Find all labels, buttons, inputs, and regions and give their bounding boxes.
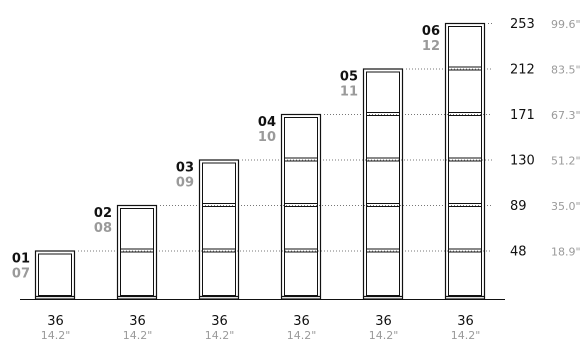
unit-06-shelf — [448, 248, 482, 253]
unit-04-frame — [280, 113, 322, 300]
width-label-in: 14.2" — [287, 329, 317, 342]
unit-06-shelf — [448, 66, 482, 71]
unit-01-inner — [38, 253, 72, 296]
unit-05-shelf — [366, 112, 400, 116]
height-label-cm: 130 — [510, 154, 535, 169]
width-label-cm: 36 — [47, 314, 64, 329]
width-label-cm: 36 — [293, 314, 310, 329]
unit-05-shelf — [366, 248, 400, 253]
height-label-in: 67.3" — [551, 109, 581, 122]
height-label-in: 51.2" — [551, 155, 581, 168]
unit-03-shelf — [202, 248, 236, 253]
unit-02-alt-code: 08 — [94, 221, 112, 236]
unit-05-inner — [366, 71, 400, 296]
width-label-in: 14.2" — [41, 329, 71, 342]
width-label-cm: 36 — [129, 314, 146, 329]
unit-02-frame — [116, 204, 158, 300]
width-label-in: 14.2" — [369, 329, 399, 342]
width-label-cm: 36 — [211, 314, 228, 329]
unit-01-alt-code: 07 — [12, 267, 30, 282]
width-label-in: 14.2" — [451, 329, 481, 342]
unit-05-frame — [362, 68, 404, 300]
unit-03-frame — [198, 159, 240, 300]
unit-04-shelf — [284, 248, 318, 253]
height-label-in: 83.5" — [551, 64, 581, 77]
height-label-cm: 171 — [510, 108, 535, 123]
width-label-in: 14.2" — [205, 329, 235, 342]
unit-04-alt-code: 10 — [258, 130, 276, 145]
unit-05-alt-code: 11 — [340, 85, 358, 100]
unit-06-alt-code: 12 — [422, 39, 440, 54]
height-label-in: 18.9" — [551, 246, 581, 259]
height-label-cm: 89 — [510, 199, 527, 214]
unit-04-code: 04 — [258, 115, 276, 130]
width-label-cm: 36 — [375, 314, 392, 329]
unit-03-alt-code: 09 — [176, 176, 194, 191]
unit-03-shelf — [202, 203, 236, 207]
unit-06-shelf — [448, 203, 482, 207]
unit-02-shelf — [120, 248, 154, 253]
unit-06-frame — [444, 22, 486, 300]
height-label-in: 35.0" — [551, 200, 581, 213]
unit-02-code: 02 — [94, 206, 112, 221]
unit-05-code: 05 — [340, 70, 358, 85]
unit-03-code: 03 — [176, 161, 194, 176]
unit-04-shelf — [284, 157, 318, 162]
unit-01-code: 01 — [12, 252, 30, 267]
unit-06-shelf — [448, 157, 482, 162]
unit-05-shelf — [366, 203, 400, 207]
unit-06-code: 06 — [422, 24, 440, 39]
unit-06-shelf — [448, 112, 482, 116]
width-label-cm: 36 — [457, 314, 474, 329]
unit-03-inner — [202, 162, 236, 296]
width-label-in: 14.2" — [123, 329, 153, 342]
height-label-in: 99.6" — [551, 18, 581, 31]
unit-05-shelf — [366, 157, 400, 162]
unit-04-shelf — [284, 203, 318, 207]
height-label-cm: 253 — [510, 17, 535, 32]
height-label-cm: 48 — [510, 245, 527, 260]
height-label-cm: 212 — [510, 63, 535, 78]
unit-01-frame — [34, 250, 76, 300]
